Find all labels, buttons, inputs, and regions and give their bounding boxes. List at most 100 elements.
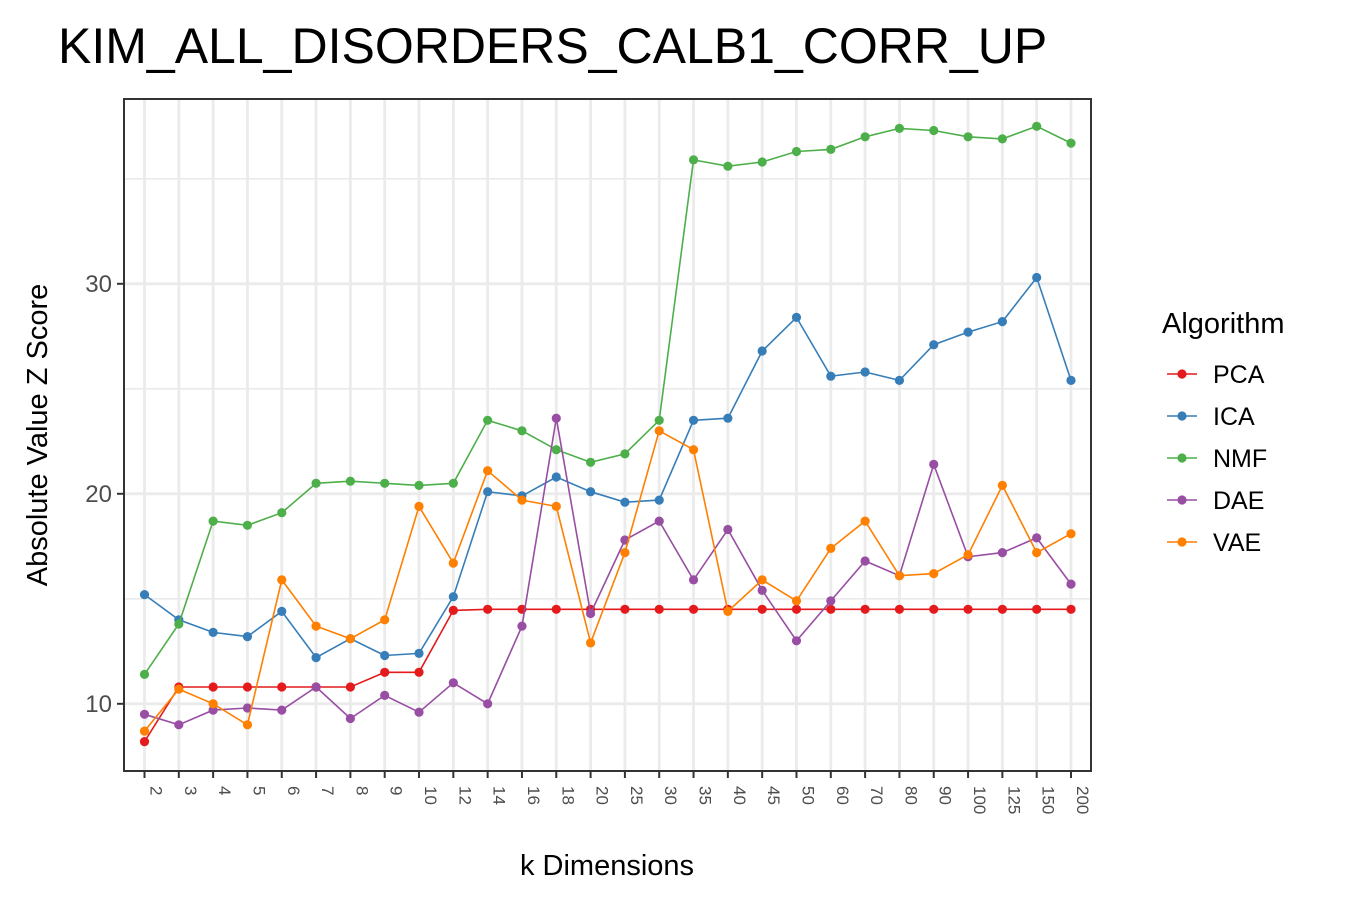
x-tick-label: 150 [1039, 786, 1058, 814]
point-nmf [139, 669, 150, 680]
point-dae [517, 621, 527, 631]
point-vae [620, 548, 630, 558]
point-vae [860, 516, 870, 526]
point-dae [929, 459, 939, 469]
point-ica [654, 495, 664, 505]
point-nmf [723, 161, 733, 171]
point-vae [380, 615, 390, 625]
point-pca [963, 604, 973, 614]
point-dae [1066, 579, 1076, 589]
point-vae [242, 720, 253, 730]
point-pca [688, 604, 699, 614]
point-pca [380, 667, 390, 677]
point-nmf [551, 445, 561, 455]
point-vae [414, 501, 424, 511]
point-dae [311, 682, 321, 692]
legend: Algorithm PCA ICA NMF DAE VAE [1162, 308, 1285, 557]
point-nmf [345, 476, 355, 486]
point-pca [860, 604, 870, 614]
legend-title: Algorithm [1162, 308, 1285, 340]
point-nmf [208, 516, 218, 526]
point-dae [791, 636, 802, 646]
point-ica [1032, 272, 1042, 283]
point-pca [277, 682, 287, 692]
point-pca [929, 604, 939, 614]
y-tick-label: 20 [85, 481, 112, 508]
x-tick-label: 4 [215, 786, 234, 795]
point-pca [345, 682, 355, 692]
point-vae [585, 638, 596, 648]
chart-title: KIM_ALL_DISORDERS_CALB1_CORR_UP [58, 18, 1047, 74]
x-tick-label: 30 [661, 786, 680, 805]
point-vae [963, 550, 973, 560]
point-dae [551, 413, 561, 423]
point-vae [483, 466, 493, 476]
point-ica [551, 472, 561, 482]
point-ica [483, 487, 493, 497]
point-nmf [414, 480, 424, 490]
point-ica [894, 375, 905, 385]
x-tick-label: 125 [1004, 786, 1023, 814]
legend-point-vae [1177, 537, 1187, 547]
point-dae [242, 703, 253, 713]
point-nmf [620, 449, 630, 459]
point-dae [448, 678, 458, 688]
x-tick-label: 6 [284, 786, 303, 795]
x-tick-label: 8 [352, 786, 371, 795]
point-dae [483, 699, 493, 709]
x-tick-label: 18 [558, 786, 577, 805]
point-vae [174, 684, 184, 694]
x-axis-title: k Dimensions [520, 850, 694, 882]
x-tick-label: 2 [147, 786, 166, 795]
point-nmf [448, 478, 458, 488]
x-tick-label: 25 [627, 786, 646, 805]
point-pca [139, 737, 150, 747]
point-dae [277, 705, 287, 715]
point-ica [1066, 375, 1076, 385]
point-ica [242, 632, 253, 642]
legend-point-dae [1177, 495, 1187, 505]
point-dae [139, 709, 150, 719]
legend-point-pca [1177, 369, 1187, 379]
point-ica [448, 592, 458, 602]
point-dae [860, 556, 870, 566]
point-vae [139, 726, 150, 736]
point-ica [757, 346, 767, 356]
point-ica [688, 415, 699, 425]
legend-label-pca: PCA [1213, 361, 1265, 389]
point-vae [551, 501, 561, 511]
point-pca [208, 682, 218, 692]
legend-point-ica [1177, 411, 1187, 421]
point-nmf [174, 619, 184, 629]
series-line-dae [144, 418, 1072, 726]
point-vae [311, 621, 321, 631]
point-dae [688, 575, 699, 585]
point-vae [208, 699, 218, 709]
point-pca [448, 605, 458, 615]
point-dae [174, 720, 184, 730]
legend-label-vae: VAE [1213, 529, 1261, 557]
x-tick-label: 80 [901, 786, 920, 805]
legend-label-ica: ICA [1213, 403, 1255, 431]
y-axis-title: Absolute Value Z Score [22, 284, 54, 587]
legend-label-dae: DAE [1213, 487, 1264, 515]
point-vae [1032, 548, 1042, 558]
point-nmf [757, 157, 767, 167]
point-vae [791, 596, 802, 606]
point-vae [894, 571, 905, 581]
point-pca [894, 604, 905, 614]
point-dae [826, 596, 836, 606]
point-vae [654, 426, 664, 436]
point-nmf [860, 132, 870, 142]
x-tick-label: 10 [421, 786, 440, 805]
x-tick-label: 200 [1073, 786, 1092, 814]
x-tick-label: 70 [867, 786, 886, 805]
x-tick-label: 12 [455, 786, 474, 805]
point-nmf [517, 426, 527, 436]
point-pca [1032, 604, 1042, 614]
point-dae [208, 705, 218, 715]
point-dae [997, 548, 1007, 558]
x-tick-label: 7 [318, 786, 337, 795]
x-tick-label: 90 [936, 786, 955, 805]
